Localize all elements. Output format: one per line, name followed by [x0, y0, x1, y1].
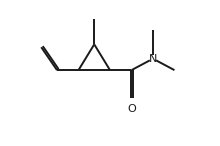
Text: O: O [127, 104, 136, 114]
Text: N: N [149, 54, 157, 64]
